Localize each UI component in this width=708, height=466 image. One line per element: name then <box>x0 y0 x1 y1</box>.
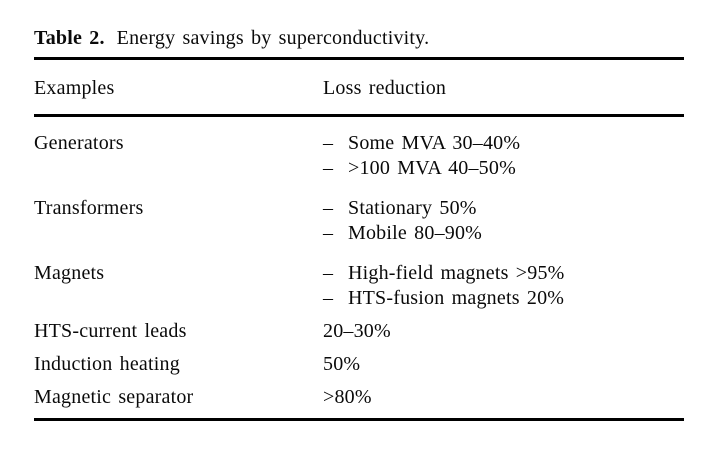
dash-bullet: – <box>323 156 334 179</box>
loss-item: – >100 MVA 40–50% <box>323 156 684 181</box>
column-header-examples: Examples <box>34 77 115 99</box>
loss-item-text: 50% <box>323 352 361 375</box>
loss-item: – Mobile 80–90% <box>323 221 684 246</box>
table-caption-text: Energy savings by superconductivity. <box>116 27 430 49</box>
table-caption-label: Table 2. <box>34 27 105 49</box>
loss-reduction-cell: 50% <box>323 352 684 377</box>
loss-item-text: >80% <box>323 385 372 408</box>
table-row-magnets: Magnets – High-field magnets >95% – HTS-… <box>34 261 684 311</box>
example-cell: Magnets <box>34 261 105 284</box>
loss-item-text: Some MVA 30–40% <box>348 131 521 154</box>
table-top-rule <box>34 57 684 60</box>
table-body: Generators – Some MVA 30–40% – >100 MVA … <box>34 117 684 410</box>
dash-bullet: – <box>323 286 334 309</box>
loss-item-text: 20–30% <box>323 319 391 342</box>
example-cell: Transformers <box>34 196 144 219</box>
dash-bullet: – <box>323 261 334 284</box>
loss-item-text: Stationary 50% <box>348 196 477 219</box>
table-caption: Table 2. Energy savings by superconductiv… <box>34 0 684 50</box>
loss-reduction-cell: – High-field magnets >95% – HTS-fusion m… <box>323 261 684 311</box>
column-header-loss-reduction: Loss reduction <box>323 77 447 99</box>
dash-bullet: – <box>323 131 334 154</box>
dash-bullet: – <box>323 221 334 244</box>
example-cell: Generators <box>34 131 124 154</box>
table-row-transformers: Transformers – Stationary 50% – Mobile 8… <box>34 196 684 246</box>
loss-item: – HTS-fusion magnets 20% <box>323 286 684 311</box>
table-row-induction-heating: Induction heating 50% <box>34 352 684 377</box>
table-row-hts-current-leads: HTS-current leads 20–30% <box>34 319 684 344</box>
loss-reduction-cell: – Stationary 50% – Mobile 80–90% <box>323 196 684 246</box>
loss-item-text: High-field magnets >95% <box>348 261 565 284</box>
loss-item-text: HTS-fusion magnets 20% <box>348 286 565 309</box>
dash-bullet: – <box>323 196 334 219</box>
table-row-generators: Generators – Some MVA 30–40% – >100 MVA … <box>34 131 684 181</box>
table-region: Table 2. Energy savings by superconductiv… <box>34 0 684 421</box>
loss-item-text: Mobile 80–90% <box>348 221 483 244</box>
loss-item: – High-field magnets >95% <box>323 261 684 286</box>
loss-reduction-cell: >80% <box>323 385 684 410</box>
example-cell: Magnetic separator <box>34 385 194 408</box>
table-row-magnetic-separator: Magnetic separator >80% <box>34 385 684 410</box>
loss-item: – Stationary 50% <box>323 196 684 221</box>
table-bottom-rule <box>34 417 684 421</box>
table-header-rule <box>34 114 684 117</box>
example-cell: HTS-current leads <box>34 319 187 342</box>
loss-reduction-cell: 20–30% <box>323 319 684 344</box>
table-header-row: Examples Loss reduction <box>34 60 684 114</box>
loss-item-text: >100 MVA 40–50% <box>348 156 516 179</box>
example-cell: Induction heating <box>34 352 180 375</box>
loss-reduction-cell: – Some MVA 30–40% – >100 MVA 40–50% <box>323 131 684 181</box>
loss-item: – Some MVA 30–40% <box>323 131 684 156</box>
